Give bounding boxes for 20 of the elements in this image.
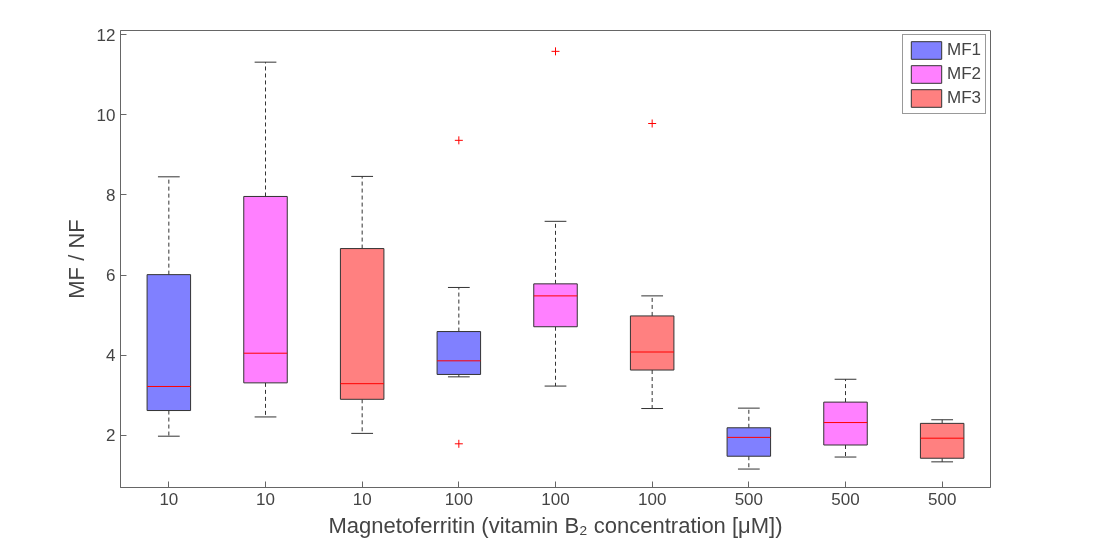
x-tick-label: 10	[256, 489, 275, 509]
y-tick-label: 10	[96, 105, 116, 125]
y-tick-label: 12	[96, 25, 116, 45]
y-tick-label: 4	[106, 346, 116, 366]
x-tick-label: 100	[637, 489, 667, 509]
x-tick-label: 100	[541, 489, 570, 509]
x-tick-label: 100	[444, 489, 474, 509]
legend-label: MF3	[947, 88, 981, 108]
legend-label: MF2	[947, 64, 981, 84]
x-tick-label: 500	[927, 489, 957, 509]
y-axis-title: MF / NF	[63, 219, 89, 299]
y-tick-label: 6	[106, 266, 116, 286]
x-tick-label: 10	[352, 489, 372, 509]
x-tick-label: 500	[831, 489, 860, 509]
y-tick-label: 2	[106, 426, 116, 446]
x-axis-title: Magnetoferritin (vitamin B₂ concentration [μM])	[328, 512, 783, 538]
y-tick-label: 8	[106, 185, 116, 205]
x-tick-label: 500	[734, 489, 764, 509]
legend-label: MF1	[947, 40, 981, 60]
x-tick-label: 10	[159, 489, 179, 509]
